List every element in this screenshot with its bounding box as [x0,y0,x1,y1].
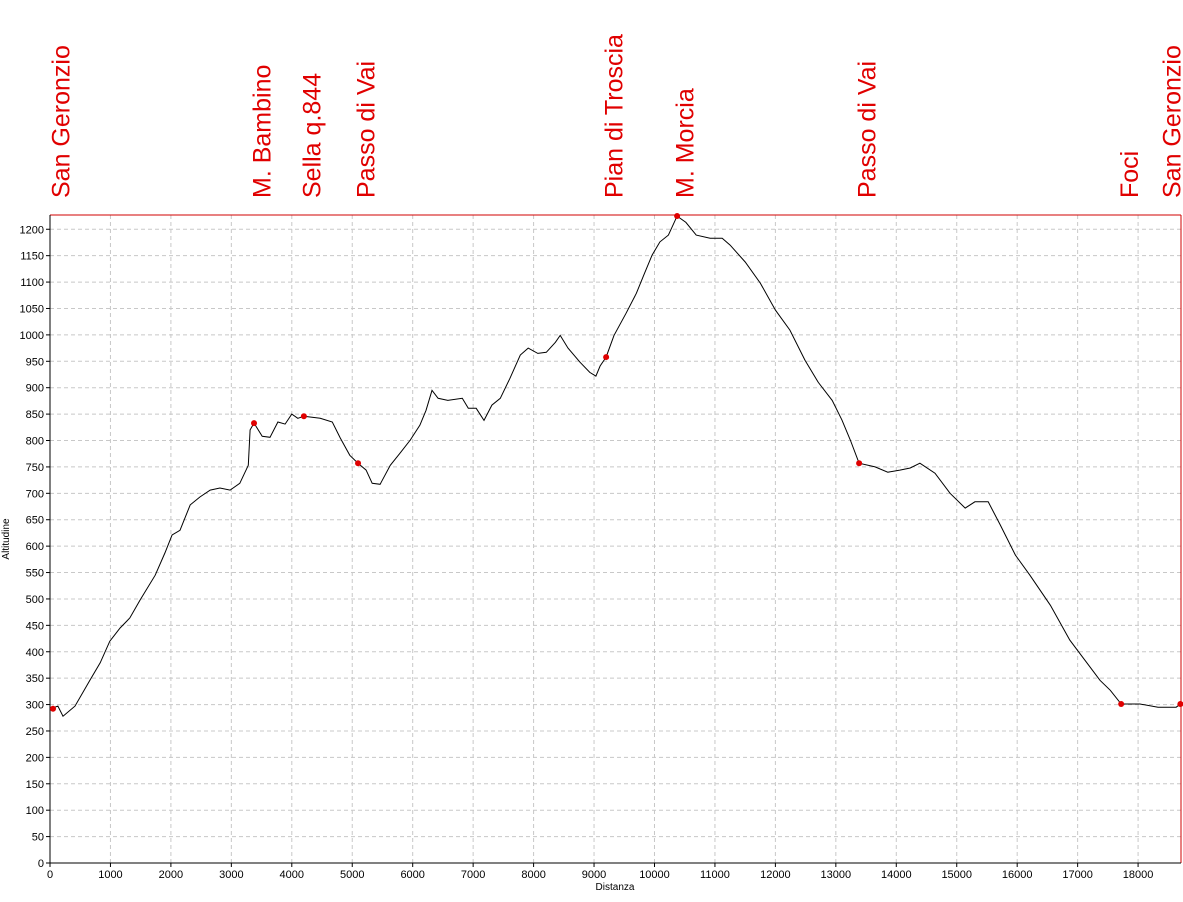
x-tick-label: 4000 [280,869,304,881]
y-tick-label: 300 [26,700,44,712]
y-tick-label: 950 [26,356,44,368]
y-tick-label: 350 [26,673,44,685]
waypoint-marker [355,460,362,467]
y-tick-label: 700 [26,488,44,500]
waypoint-marker [603,354,610,361]
y-tick-label: 250 [26,726,44,738]
waypoint-label: San Geronzio [48,45,76,198]
profile-line [49,215,1181,717]
x-tick-label: 9000 [582,869,606,881]
waypoint-label: M. Morcia [672,88,700,198]
x-tick-label: 13000 [821,869,852,881]
y-tick-label: 800 [26,436,44,448]
y-tick-label: 150 [26,779,44,791]
y-tick-label: 600 [26,541,44,553]
y-tick-label: 550 [26,568,44,580]
x-tick-label: 11000 [700,869,730,881]
waypoint-label: Passo di Vai [353,61,381,198]
waypoint-marker [674,213,681,220]
waypoint-marker [856,460,863,467]
y-tick-label: 1150 [20,251,44,263]
y-tick-label: 1000 [20,330,44,342]
x-tick-label: 3000 [219,869,243,881]
waypoint-marker [50,705,57,712]
x-tick-label: 14000 [881,869,912,881]
x-tick-label: 0 [47,869,53,881]
x-tick-label: 16000 [1002,869,1033,881]
waypoint-label: M. Bambino [249,65,277,198]
y-tick-label: 400 [26,647,44,659]
waypoint-label: Sella q.844 [298,73,326,198]
y-tick-label: 450 [26,620,44,632]
waypoint-label: Pian di Troscia [601,34,629,198]
y-tick-label: 0 [38,858,44,870]
y-tick-label: 100 [26,805,44,817]
x-tick-label: 15000 [941,869,972,881]
x-tick-label: 18000 [1123,869,1154,881]
x-tick-label: 5000 [340,869,364,881]
waypoint-marker [1177,701,1183,708]
x-tick-label: 17000 [1062,869,1093,881]
x-tick-label: 7000 [461,869,485,881]
x-tick-label: 10000 [639,869,670,881]
y-tick-label: 850 [26,409,44,421]
y-tick-label: 750 [26,462,44,474]
y-tick-label: 1050 [20,303,44,315]
waypoint-marker [251,420,258,427]
y-tick-label: 650 [26,515,44,527]
waypoint-label: Foci [1116,151,1144,198]
waypoint-marker [300,413,307,420]
x-tick-label: 1000 [98,869,122,881]
waypoint-marker [1118,701,1125,708]
y-tick-label: 500 [26,594,44,606]
y-tick-label: 50 [32,832,44,844]
x-tick-label: 12000 [760,869,791,881]
x-tick-label: 2000 [159,869,183,881]
y-tick-label: 1200 [20,224,44,236]
x-axis-label: Distanza [596,882,635,893]
y-tick-label: 1100 [20,277,44,289]
y-tick-label: 900 [26,383,44,395]
x-tick-label: 8000 [521,869,545,881]
waypoint-label: San Geronzio [1159,45,1183,198]
waypoint-label: Passo di Vai [854,61,882,198]
x-tick-label: 6000 [400,869,424,881]
y-axis-label: Altitudine [1,518,12,560]
y-tick-label: 200 [26,752,44,764]
